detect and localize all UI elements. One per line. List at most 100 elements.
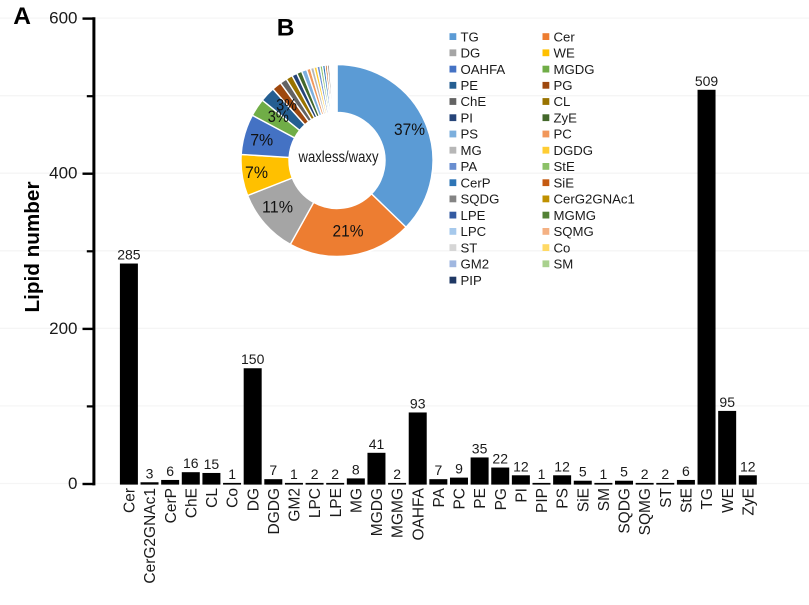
svg-text:SM: SM (596, 488, 613, 511)
svg-text:5: 5 (620, 464, 628, 480)
svg-text:ST: ST (658, 487, 675, 507)
svg-text:StE: StE (679, 488, 696, 513)
svg-text:ZyE: ZyE (740, 488, 757, 516)
svg-text:MG: MG (461, 143, 482, 158)
svg-text:MGDG: MGDG (554, 62, 595, 77)
svg-text:21%: 21% (333, 222, 364, 240)
svg-text:SiE: SiE (554, 175, 575, 190)
svg-text:12: 12 (740, 458, 756, 474)
svg-text:PE: PE (461, 78, 479, 93)
svg-text:PI: PI (461, 111, 473, 126)
svg-text:PG: PG (493, 488, 510, 510)
svg-text:B: B (277, 15, 295, 42)
svg-text:6: 6 (682, 463, 690, 479)
svg-text:95: 95 (719, 394, 735, 410)
svg-text:1: 1 (228, 466, 236, 482)
svg-text:Lipid number: Lipid number (22, 181, 44, 312)
svg-text:ZyE: ZyE (554, 111, 578, 126)
svg-text:waxless/waxy: waxless/waxy (298, 149, 379, 166)
svg-text:ST: ST (461, 240, 478, 255)
svg-text:1: 1 (290, 466, 298, 482)
svg-text:22: 22 (492, 451, 508, 467)
svg-text:Co: Co (554, 240, 571, 255)
svg-text:PC: PC (554, 127, 573, 142)
svg-text:5: 5 (579, 464, 587, 480)
svg-text:11%: 11% (262, 199, 293, 217)
svg-text:2: 2 (311, 466, 319, 482)
svg-text:WE: WE (554, 46, 575, 61)
svg-text:LPC: LPC (461, 224, 487, 239)
svg-text:DG: DG (461, 46, 481, 61)
svg-text:93: 93 (410, 396, 426, 412)
svg-text:CerP: CerP (461, 175, 491, 190)
svg-text:DG: DG (245, 488, 262, 511)
svg-text:OAHFA: OAHFA (461, 62, 506, 77)
svg-text:SQMG: SQMG (637, 488, 654, 535)
svg-text:PS: PS (461, 127, 479, 142)
svg-text:7: 7 (269, 462, 277, 478)
svg-text:2: 2 (661, 466, 669, 482)
svg-text:MGMG: MGMG (390, 488, 407, 538)
svg-text:CL: CL (554, 94, 571, 109)
svg-text:41: 41 (369, 436, 385, 452)
svg-text:LPE: LPE (461, 208, 486, 223)
svg-text:CerG2GNAc1: CerG2GNAc1 (554, 192, 635, 207)
svg-text:GM2: GM2 (461, 257, 490, 272)
svg-text:285: 285 (117, 247, 141, 263)
svg-text:9: 9 (455, 461, 463, 477)
svg-text:600: 600 (49, 9, 77, 28)
svg-text:SQMG: SQMG (554, 224, 594, 239)
svg-text:200: 200 (49, 319, 77, 338)
svg-text:PC: PC (452, 488, 469, 510)
svg-text:7%: 7% (245, 164, 268, 182)
svg-text:MGDG: MGDG (369, 488, 386, 536)
svg-text:LPC: LPC (307, 488, 324, 518)
svg-text:PG: PG (554, 78, 573, 93)
svg-text:A: A (13, 3, 31, 30)
svg-text:16: 16 (183, 455, 199, 471)
svg-text:2: 2 (393, 466, 401, 482)
svg-text:2: 2 (331, 466, 339, 482)
svg-text:509: 509 (695, 73, 719, 89)
svg-text:PE: PE (472, 488, 489, 509)
svg-text:150: 150 (241, 351, 265, 367)
svg-text:400: 400 (49, 164, 77, 183)
svg-text:6: 6 (166, 463, 174, 479)
svg-text:7%: 7% (250, 131, 273, 149)
svg-text:12: 12 (513, 458, 529, 474)
svg-text:Cer: Cer (554, 29, 576, 44)
svg-text:DGDG: DGDG (266, 488, 283, 535)
svg-text:PA: PA (461, 159, 478, 174)
svg-text:12: 12 (554, 458, 570, 474)
svg-text:3%: 3% (276, 96, 297, 114)
svg-text:OAHFA: OAHFA (410, 487, 427, 540)
svg-text:SiE: SiE (575, 488, 592, 512)
svg-text:2: 2 (641, 466, 649, 482)
svg-text:PIP: PIP (534, 488, 551, 513)
svg-text:Co: Co (225, 488, 242, 508)
svg-text:8: 8 (352, 461, 360, 477)
svg-text:PA: PA (431, 487, 448, 507)
svg-text:3%: 3% (268, 108, 289, 126)
svg-text:7: 7 (435, 462, 443, 478)
svg-text:CerP: CerP (163, 488, 180, 523)
svg-text:Cer: Cer (122, 488, 139, 513)
svg-text:15: 15 (204, 456, 220, 472)
svg-text:StE: StE (554, 159, 575, 174)
svg-text:1: 1 (538, 466, 546, 482)
svg-text:37%: 37% (394, 121, 425, 139)
svg-text:ChE: ChE (461, 94, 487, 109)
svg-text:CL: CL (204, 488, 221, 508)
svg-text:LPE: LPE (328, 488, 345, 517)
svg-text:0: 0 (68, 474, 77, 493)
svg-text:TG: TG (699, 488, 716, 510)
svg-text:MG: MG (348, 488, 365, 513)
svg-text:MGMG: MGMG (554, 208, 597, 223)
svg-text:WE: WE (720, 488, 737, 513)
svg-text:PIP: PIP (461, 273, 482, 288)
svg-text:CerG2GNAc1: CerG2GNAc1 (142, 488, 159, 584)
svg-text:3: 3 (146, 465, 154, 481)
svg-text:ChE: ChE (183, 488, 200, 518)
svg-text:PS: PS (555, 488, 572, 509)
svg-text:SM: SM (554, 257, 574, 272)
